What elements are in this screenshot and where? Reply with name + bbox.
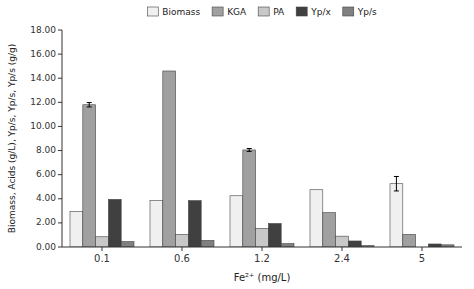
error-line [396, 176, 397, 190]
legend-item: PA [258, 7, 285, 17]
y-tick-label: 6.00 [36, 169, 56, 179]
x-tick [102, 247, 103, 251]
y-tick [58, 222, 62, 223]
y-tick-label: 10.00 [30, 121, 56, 131]
x-tick-label: 1.2 [254, 253, 270, 264]
bar [201, 240, 214, 247]
legend: Biomass KGA PA Yp/x Yp/s [147, 7, 377, 17]
x-tick [422, 247, 423, 251]
error-cap [247, 148, 252, 149]
legend-swatch [258, 7, 269, 16]
x-tick [342, 247, 343, 251]
plot-area [70, 71, 454, 247]
chart: 0.00 2.00 4.00 6.00 8.00 10.00 12.00 14.00 16.00… [0, 0, 474, 289]
bar [176, 234, 189, 247]
error-cap [87, 106, 92, 107]
legend-swatch [343, 7, 354, 16]
y-tick [58, 30, 62, 31]
error-bar [87, 103, 92, 107]
y-tick [58, 150, 62, 151]
x-axis-label: Fe²⁺ (mg/L) [234, 272, 291, 283]
bar [150, 201, 163, 247]
y-tick-label: 12.00 [30, 97, 56, 107]
bar [310, 190, 323, 247]
error-bar [394, 176, 399, 190]
y-tick [58, 78, 62, 79]
x-tick [182, 247, 183, 251]
bar [163, 71, 176, 247]
error-line [89, 103, 90, 107]
bar [243, 150, 256, 247]
error-cap [247, 151, 252, 152]
bar [268, 223, 281, 247]
x-tick-label: 5 [419, 253, 425, 264]
bar [230, 196, 243, 247]
error-cap [87, 102, 92, 103]
legend-label: KGA [227, 7, 247, 17]
bar [121, 242, 134, 247]
bar [390, 184, 403, 247]
legend-swatch [147, 7, 158, 16]
y-tick [58, 174, 62, 175]
error-cap [394, 190, 399, 191]
bar [96, 237, 109, 247]
legend-swatch [296, 7, 307, 16]
legend-label: Yp/x [310, 7, 331, 17]
bar [403, 234, 416, 247]
bar [281, 244, 294, 247]
bar [336, 236, 349, 247]
y-tick [58, 54, 62, 55]
y-tick-label: 4.00 [36, 193, 56, 203]
bar [323, 213, 336, 247]
legend-item: Yp/x [296, 7, 331, 17]
y-tick [58, 126, 62, 127]
y-axis-line [62, 30, 63, 247]
legend-item: KGA [212, 7, 247, 17]
legend-item: Biomass [147, 7, 200, 17]
error-cap [394, 176, 399, 177]
x-tick-label: 2.4 [334, 253, 350, 264]
legend-label: PA [273, 7, 285, 17]
bar [70, 211, 83, 247]
y-axis-label: Biomass, Acids (g/L), Yp/s, Yp/s, Yp/s (… [7, 44, 17, 233]
bar [108, 199, 121, 247]
x-tick-label: 0.6 [174, 253, 190, 264]
y-tick-label: 16.00 [30, 49, 56, 59]
y-tick [58, 247, 62, 248]
legend-label: Yp/s [357, 7, 377, 17]
x-tick-label: 0.1 [94, 253, 110, 264]
bar [348, 241, 361, 247]
bar [188, 201, 201, 247]
y-tick-label: 18.00 [30, 25, 56, 35]
legend-item: Yp/s [343, 7, 377, 17]
legend-swatch [212, 7, 223, 16]
bar [256, 228, 269, 247]
y-tick-label: 2.00 [36, 217, 56, 227]
y-tick-label: 8.00 [36, 145, 56, 155]
y-tick-label: 14.00 [30, 73, 56, 83]
legend-label: Biomass [162, 7, 200, 17]
y-tick [58, 102, 62, 103]
y-tick [58, 198, 62, 199]
y-tick-label: 0.00 [36, 242, 56, 252]
bar [83, 105, 96, 247]
error-bar [247, 149, 252, 152]
x-tick [262, 247, 263, 251]
